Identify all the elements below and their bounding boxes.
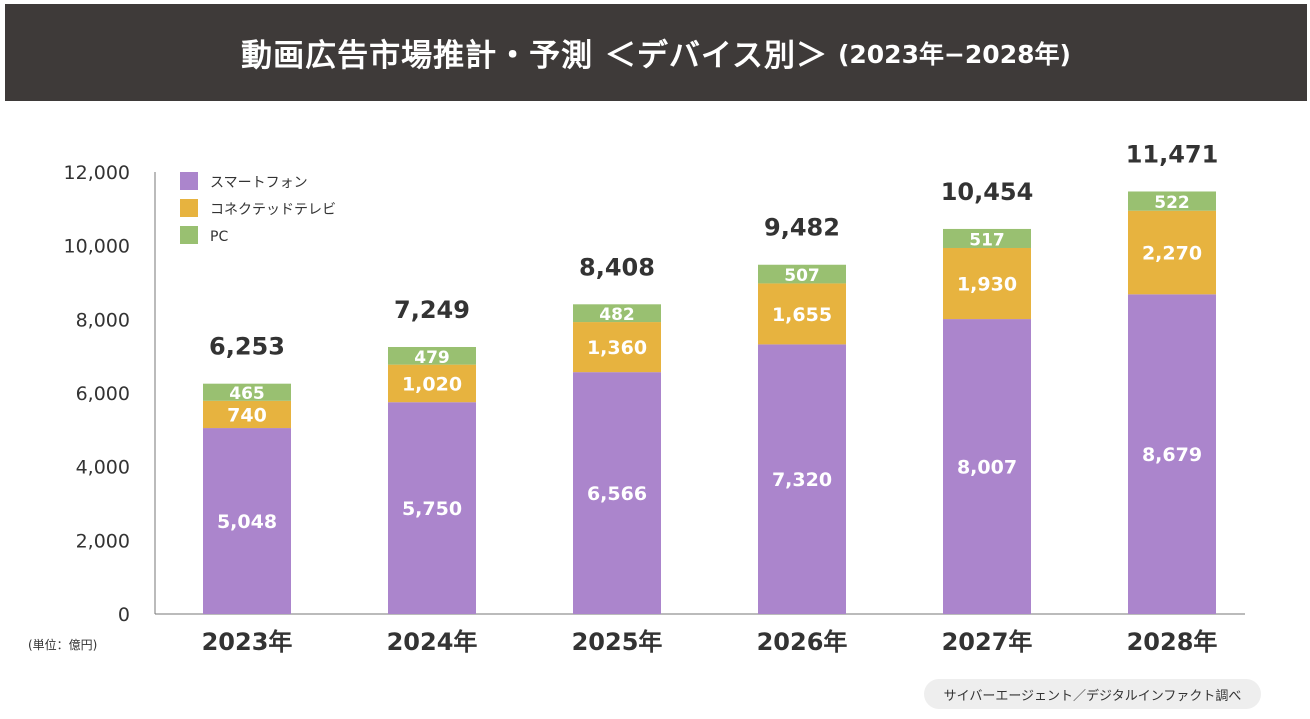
bar-smartphone: [573, 372, 661, 614]
bar-value-label: 8,679: [1142, 444, 1202, 466]
legend-swatch: [180, 226, 198, 244]
legend-label: PC: [210, 229, 228, 245]
bar-pc: [758, 264, 846, 284]
bar-value-label: 6,566: [587, 483, 647, 505]
y-tick-label: 4,000: [76, 457, 130, 479]
y-tick-label: 8,000: [76, 309, 130, 331]
x-category-label: 2026年: [757, 628, 848, 656]
bar-value-label: 465: [229, 384, 265, 404]
bar-smartphone: [388, 402, 476, 614]
bar-value-label: 1,020: [402, 373, 462, 395]
bar-smartphone: [1128, 294, 1216, 614]
bar-value-label: 5,048: [217, 511, 277, 533]
bar-value-label: 1,655: [772, 304, 832, 326]
bar-connected-tv: [203, 400, 291, 429]
y-tick-label: 0: [118, 604, 130, 626]
x-category-label: 2023年: [202, 628, 293, 656]
bar-total-label: 10,454: [941, 178, 1034, 206]
bar-pc: [388, 346, 476, 365]
bar-total-label: 9,482: [764, 214, 840, 242]
bar-smartphone: [203, 428, 291, 614]
bar-total-label: 8,408: [579, 253, 655, 281]
bar-value-label: 522: [1154, 193, 1190, 213]
bar-value-label: 1,930: [957, 274, 1017, 296]
bar-total-label: 7,249: [394, 296, 470, 324]
bar-total-label: 11,471: [1126, 140, 1219, 168]
legend-swatch: [180, 172, 198, 190]
y-tick-label: 10,000: [64, 236, 130, 258]
bar-connected-tv: [573, 322, 661, 373]
bar-connected-tv: [1128, 210, 1216, 295]
bar-pc: [1128, 191, 1216, 211]
x-category-label: 2027年: [942, 628, 1033, 656]
bar-value-label: 517: [969, 230, 1005, 250]
unit-label: (単位：億円): [28, 638, 98, 652]
bar-value-label: 1,360: [587, 337, 647, 359]
bar-total-label: 6,253: [209, 333, 285, 361]
legend-label: コネクテッドテレビ: [210, 202, 336, 218]
bar-value-label: 5,750: [402, 498, 462, 520]
y-tick-label: 6,000: [76, 383, 130, 405]
bar-value-label: 507: [784, 266, 820, 286]
bar-connected-tv: [758, 283, 846, 345]
bar-value-label: 8,007: [957, 457, 1017, 479]
bar-smartphone: [943, 319, 1031, 614]
bar-connected-tv: [943, 247, 1031, 320]
legend-label: スマートフォン: [210, 175, 308, 191]
bar-pc: [573, 304, 661, 323]
bar-value-label: 2,270: [1142, 243, 1202, 265]
bar-value-label: 740: [227, 404, 267, 426]
chart-title: 動画広告市場推計・予測 ＜デバイス別＞: [241, 38, 828, 74]
bar-value-label: 7,320: [772, 469, 832, 491]
bar-smartphone: [758, 344, 846, 614]
x-category-label: 2025年: [572, 628, 663, 656]
y-tick-label: 12,000: [64, 162, 130, 184]
x-category-label: 2024年: [387, 628, 478, 656]
bar-connected-tv: [388, 364, 476, 403]
bar-value-label: 479: [414, 348, 450, 368]
y-tick-label: 2,000: [76, 530, 130, 552]
source-badge: サイバーエージェント／デジタルインファクト調べ: [924, 679, 1261, 709]
bar-value-label: 482: [599, 305, 635, 325]
chart-subtitle: (2023年−2028年): [837, 39, 1071, 69]
legend-swatch: [180, 199, 198, 217]
x-category-label: 2028年: [1127, 628, 1218, 656]
bar-pc: [943, 228, 1031, 248]
title-bar: 動画広告市場推計・予測 ＜デバイス別＞ (2023年−2028年): [5, 4, 1307, 101]
bar-pc: [203, 383, 291, 401]
